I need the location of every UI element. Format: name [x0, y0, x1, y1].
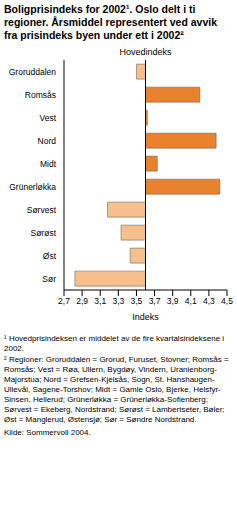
html-text:² Regioner: Groruddalen = Gror: ² Regioner: Groruddalen = Grorud, Furuse…: [4, 355, 229, 424]
svg-text:3,1: 3,1: [94, 296, 106, 306]
html-text:Boligprisindeks for 2002¹. Osl: Boligprisindeks for 2002¹. Oslo delt i t…: [4, 3, 217, 41]
svg-text:Nord: Nord: [38, 136, 57, 146]
svg-text:4,5: 4,5: [221, 296, 229, 306]
svg-text:Hovedindeks: Hovedindeks: [119, 47, 172, 57]
svg-text:2,7: 2,7: [58, 296, 70, 306]
html-text:Kilde: Sommervoll 2004.: Kilde: Sommervoll 2004.: [4, 428, 91, 437]
svg-text:Romsås: Romsås: [25, 90, 56, 100]
svg-text:2,9: 2,9: [76, 296, 88, 306]
svg-text:4,3: 4,3: [203, 296, 215, 306]
svg-text:Midt: Midt: [40, 159, 57, 169]
svg-text:3,5: 3,5: [131, 296, 143, 306]
svg-text:Øst: Øst: [43, 251, 57, 261]
svg-text:3,7: 3,7: [149, 296, 161, 306]
svg-text:Groruddalen: Groruddalen: [9, 67, 57, 77]
svg-text:Grünerløkka: Grünerløkka: [9, 182, 56, 192]
svg-text:Sørøst: Sørøst: [31, 228, 57, 238]
svg-text:Vest: Vest: [39, 113, 56, 123]
svg-text:4,1: 4,1: [185, 296, 197, 306]
svg-text:Indeks: Indeks: [132, 312, 159, 322]
svg-text:Sør: Sør: [42, 274, 56, 284]
svg-text:3,9: 3,9: [167, 296, 179, 306]
svg-text:Sørvest: Sørvest: [27, 205, 57, 215]
svg-text:3,3: 3,3: [112, 296, 124, 306]
html-text:¹ Hovedprisindeksen er middele: ¹ Hovedprisindeksen er middelet av de fi…: [4, 334, 225, 353]
